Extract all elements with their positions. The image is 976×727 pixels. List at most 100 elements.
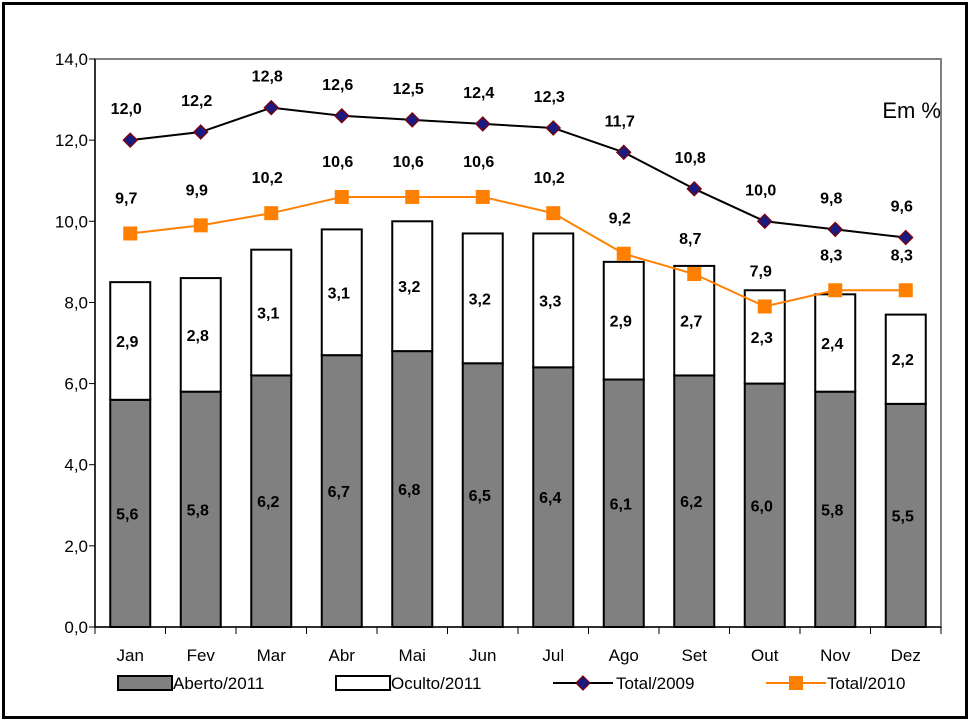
y-tick-label: 10,0 [55,212,88,231]
legend-marker-total-2009 [575,675,591,691]
legend-label-oculto-2011: Oculto/2011 [391,674,481,693]
marker-total-2009 [545,120,562,136]
x-tick-label: Out [751,646,779,665]
label-total-2010: 9,2 [609,211,631,228]
line-total-2009 [130,106,906,239]
y-tick-label: 4,0 [64,456,88,475]
label-total-2009: 12,8 [252,69,283,86]
marker-total-2010 [193,218,208,233]
legend-marker-total-2010 [789,676,803,690]
bar-aberto-2011 [743,382,786,629]
marker-total-2009 [686,180,703,197]
marker-total-2010 [757,299,772,314]
label-oculto-2011: 2,4 [821,336,843,353]
label-oculto-2011: 2,9 [610,314,632,331]
legend-label-total-2009: Total/2009 [616,674,694,693]
bar-oculto-2011 [602,260,645,381]
marker-total-2009 [756,213,773,230]
marker-total-2010 [123,226,138,241]
marker-total-2009 [333,107,350,124]
x-tick-label: Nov [820,646,851,665]
bar-oculto-2011 [391,220,434,353]
label-total-2010: 7,9 [750,263,772,280]
bar-oculto-2011 [179,277,222,393]
marker-total-2010 [546,206,561,221]
bar-oculto-2011 [884,313,927,405]
label-total-2010: 10,2 [252,170,283,187]
label-total-2010: 10,6 [463,154,494,171]
label-aberto-2011: 5,8 [187,502,209,519]
y-tick-label: 12,0 [55,131,88,150]
label-total-2010: 9,9 [186,182,208,199]
bar-oculto-2011 [250,248,293,377]
label-total-2010: 8,7 [679,231,701,248]
lines [122,99,914,314]
legend-swatch-aberto-2011 [117,675,173,691]
bar-oculto-2011 [461,232,504,365]
label-oculto-2011: 2,9 [116,334,138,351]
bar-aberto-2011 [884,402,927,628]
marker-total-2009 [615,144,632,161]
marker-total-2010 [405,189,420,204]
legend: Aberto/2011 Oculto/2011 Total/2009 Total/20… [117,674,905,693]
legend-swatch-oculto-2011 [335,675,391,691]
label-aberto-2011: 6,5 [469,488,491,505]
label-oculto-2011: 3,1 [328,285,350,302]
label-aberto-2011: 5,5 [892,508,914,525]
x-tick-label: Fev [187,646,216,665]
marker-total-2009 [827,221,844,238]
x-tick-label: Jan [117,646,144,665]
marker-total-2009 [474,116,491,132]
label-oculto-2011: 2,7 [680,314,702,331]
label-total-2010: 10,6 [393,154,424,171]
label-aberto-2011: 6,0 [751,498,773,515]
label-aberto-2011: 6,1 [610,496,632,513]
label-oculto-2011: 2,3 [751,330,773,347]
label-total-2009: 12,3 [534,89,565,106]
label-total-2010: 8,3 [820,247,842,264]
label-aberto-2011: 6,4 [539,490,561,507]
label-oculto-2011: 3,2 [469,291,491,308]
label-total-2010: 10,2 [534,170,565,187]
label-oculto-2011: 3,1 [257,306,279,323]
label-total-2009: 10,8 [675,150,706,167]
axes: 0,0 2,0 4,0 6,0 8,0 10,0 12,0 14,0 Jan Fev Mar Abr M… [55,50,942,665]
marker-total-2009 [192,124,209,140]
marker-total-2009 [122,132,139,148]
unit-note: Em % [882,98,941,123]
marker-total-2010 [475,189,490,204]
marker-total-2010 [828,283,843,298]
label-total-2009: 12,2 [181,93,212,110]
x-tick-label: Set [681,646,707,665]
label-oculto-2011: 2,8 [187,328,209,345]
label-aberto-2011: 6,2 [680,494,702,511]
y-tick-label: 2,0 [64,537,88,556]
bar-aberto-2011 [673,374,716,629]
marker-total-2009 [263,99,280,116]
legend-label-total-2010: Total/2010 [827,674,905,693]
data-labels: 5,6 2,9 5,8 2,8 6,2 3,1 6,7 3,1 6,8 3,2 6,5 3,2 6,4 3… [111,69,914,526]
bar-aberto-2011 [602,378,645,628]
marker-total-2010 [334,189,349,204]
x-tick-label: Mar [257,646,287,665]
label-total-2010: 8,3 [891,247,913,264]
bar-aberto-2011 [250,374,293,629]
bar-aberto-2011 [109,398,152,628]
label-total-2010: 9,7 [115,190,137,207]
label-oculto-2011: 3,3 [539,293,561,310]
x-tick-label: Jun [469,646,496,665]
label-aberto-2011: 5,8 [821,502,843,519]
bars [109,220,927,629]
label-aberto-2011: 6,7 [328,484,350,501]
x-tick-label: Ago [609,646,639,665]
x-tick-label: Mai [399,646,426,665]
marker-total-2009 [897,229,914,246]
label-total-2009: 10,0 [745,182,776,199]
y-tick-label: 0,0 [64,618,88,637]
y-tick-label: 14,0 [55,50,88,69]
x-tick-label: Jul [542,646,564,665]
bar-aberto-2011 [532,366,575,628]
x-tick-label: Abr [329,646,356,665]
label-total-2009: 9,8 [820,190,842,207]
